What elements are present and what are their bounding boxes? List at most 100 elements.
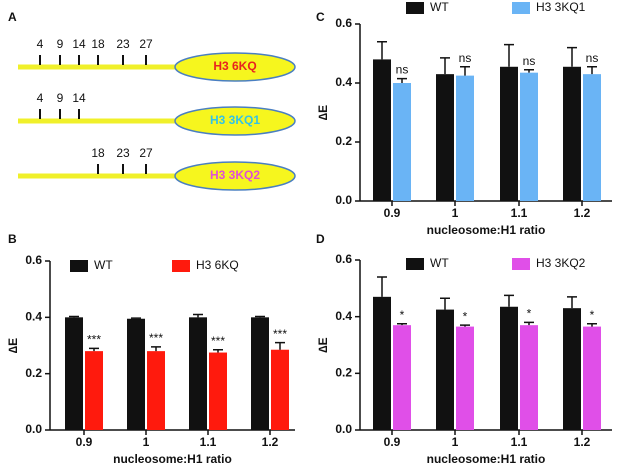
y-tick-label: 0.2 <box>335 134 352 148</box>
construct-ellipse <box>174 161 296 191</box>
bar <box>563 308 581 430</box>
x-axis-label: nucleosome:H1 ratio <box>427 223 546 237</box>
y-tick-label: 0.6 <box>335 252 352 266</box>
bar <box>209 352 227 430</box>
bar <box>456 326 474 430</box>
x-tick-label: 1.1 <box>511 206 528 220</box>
significance-label: ns <box>459 51 472 65</box>
x-tick-label: 0.9 <box>384 435 401 449</box>
bar <box>373 59 391 202</box>
legend-label: WT <box>94 258 113 272</box>
significance-label: ns <box>586 51 599 65</box>
error-bar <box>587 323 597 327</box>
error-bar <box>151 346 161 352</box>
x-tick-label: 1.1 <box>511 435 528 449</box>
bar <box>520 72 538 201</box>
x-tick-label: 1.1 <box>200 435 217 449</box>
x-tick-label: 1 <box>143 435 150 449</box>
bar <box>583 74 601 201</box>
y-tick-label: 0.4 <box>335 75 352 89</box>
y-tick-label: 0.0 <box>335 193 352 207</box>
error-bar <box>440 297 450 310</box>
construct-label: H3 3KQ2 <box>210 168 260 182</box>
site-label: 27 <box>139 146 153 160</box>
bar <box>393 83 411 201</box>
error-bar <box>460 324 470 327</box>
panel-label: D <box>316 232 325 246</box>
error-bar <box>524 321 534 326</box>
error-bar <box>460 66 470 76</box>
bar <box>436 74 454 201</box>
site-label: 18 <box>91 37 105 51</box>
error-bar <box>377 276 387 297</box>
legend-label: WT <box>430 0 449 14</box>
y-tick-label: 0.6 <box>25 253 42 267</box>
bar <box>520 325 538 430</box>
y-axis-label: ∆E <box>316 105 330 120</box>
legend-swatch <box>512 2 530 14</box>
site-label: 9 <box>57 37 64 51</box>
x-tick-label: 1.2 <box>574 435 591 449</box>
significance-label: *** <box>149 331 163 345</box>
y-tick-label: 0.4 <box>25 310 42 324</box>
legend-swatch <box>70 260 88 272</box>
error-bar <box>587 66 597 75</box>
site-label: 23 <box>116 146 130 160</box>
x-tick-label: 0.9 <box>76 435 93 449</box>
error-bar <box>504 43 514 67</box>
bar <box>393 325 411 430</box>
bar <box>500 306 518 430</box>
error-bar <box>213 348 223 353</box>
bar <box>65 317 83 430</box>
site-label: 4 <box>37 91 44 105</box>
significance-label: *** <box>211 334 225 348</box>
bar <box>271 349 289 430</box>
panel-label: B <box>8 232 17 246</box>
panel-label: A <box>8 10 17 24</box>
x-axis-label: nucleosome:H1 ratio <box>427 452 546 466</box>
bar <box>189 317 207 430</box>
bar <box>563 66 581 202</box>
error-bar <box>131 317 141 319</box>
significance-label: *** <box>273 327 287 341</box>
error-bar <box>397 77 407 83</box>
x-tick-label: 1.2 <box>262 435 279 449</box>
x-tick-label: 1.2 <box>574 206 591 220</box>
error-bar <box>377 40 387 60</box>
significance-label: * <box>400 308 405 322</box>
site-label: 9 <box>57 91 64 105</box>
bar <box>436 309 454 430</box>
y-tick-label: 0.6 <box>335 16 352 30</box>
x-tick-label: 1 <box>452 435 459 449</box>
error-bar <box>567 46 577 67</box>
legend-swatch <box>406 258 424 270</box>
significance-label: ns <box>523 54 536 68</box>
x-tick-label: 1 <box>452 206 459 220</box>
error-bar <box>275 341 285 350</box>
legend-label: H3 3KQ2 <box>536 256 586 270</box>
bar <box>456 75 474 201</box>
error-bar <box>69 315 79 318</box>
legend-label: H3 3KQ1 <box>536 0 586 14</box>
error-bar <box>440 57 450 75</box>
error-bar <box>504 294 514 307</box>
construct-label: H3 3KQ1 <box>210 113 260 127</box>
y-tick-label: 0.2 <box>25 366 42 380</box>
y-axis-label: ∆E <box>316 337 330 352</box>
site-label: 14 <box>72 37 86 51</box>
bar <box>500 66 518 202</box>
legend-label: WT <box>430 256 449 270</box>
panel-label: C <box>316 10 325 24</box>
bar <box>127 318 145 430</box>
error-bar <box>524 68 534 73</box>
site-label: 4 <box>37 37 44 51</box>
y-axis-label: ∆E <box>6 338 20 353</box>
significance-label: * <box>590 308 595 322</box>
site-label: 23 <box>116 37 130 51</box>
error-bar <box>89 347 99 352</box>
error-bar <box>567 296 577 309</box>
site-label: 18 <box>91 146 105 160</box>
site-label: 14 <box>72 91 86 105</box>
significance-label: * <box>527 307 532 321</box>
